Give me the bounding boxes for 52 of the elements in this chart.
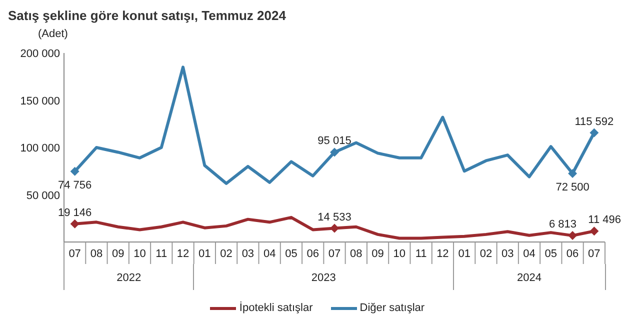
x-tick-label: 03 bbox=[501, 248, 514, 260]
x-tick-label: 03 bbox=[242, 248, 254, 260]
y-tick-label: 150 000 bbox=[20, 95, 60, 108]
x-tick-label: 05 bbox=[544, 248, 558, 260]
data-label: 14 533 bbox=[318, 211, 352, 224]
y-tick-label: 200 000 bbox=[20, 48, 60, 60]
x-tick-label: 06 bbox=[306, 248, 319, 260]
x-tick-label: 11 bbox=[156, 248, 168, 260]
x-tick-label: 07 bbox=[588, 248, 600, 260]
point bbox=[70, 166, 80, 176]
x-tick-label: 04 bbox=[523, 248, 536, 260]
point bbox=[568, 231, 578, 240]
text: 2022 bbox=[116, 272, 142, 284]
x-tick-label: 07 bbox=[328, 248, 341, 260]
legend-label: İpotekli satışlar bbox=[239, 302, 313, 314]
x-tick-label: 01 bbox=[458, 248, 470, 260]
data-label: 115 592 bbox=[574, 116, 614, 128]
point bbox=[568, 168, 578, 178]
y-axis-title: (Adet) bbox=[38, 28, 68, 40]
x-tick-label: 08 bbox=[350, 248, 362, 260]
point bbox=[590, 128, 599, 138]
x-tick-label: 10 bbox=[134, 248, 146, 260]
x-tick-label: 01 bbox=[198, 248, 211, 260]
data-label: 74 756 bbox=[58, 179, 92, 192]
legend-label: Diğer satışlar bbox=[360, 302, 425, 314]
x-tick-label: 05 bbox=[285, 248, 298, 260]
data-label: 19 146 bbox=[58, 206, 92, 219]
chart-title: Satış şekline göre konut satışı, Temmuz 2024 bbox=[8, 8, 286, 23]
x-tick-label: 09 bbox=[372, 248, 384, 260]
data-label: 6 813 bbox=[549, 218, 577, 231]
x-tick-label: 07 bbox=[68, 248, 81, 260]
point bbox=[330, 148, 339, 157]
x-tick-label: 06 bbox=[566, 248, 579, 260]
x-tick-label: 11 bbox=[415, 248, 427, 260]
point bbox=[590, 226, 599, 236]
data-label: 11 496 bbox=[588, 214, 622, 226]
point bbox=[330, 224, 339, 233]
x-tick-label: 09 bbox=[112, 248, 124, 260]
y-tick-label: 50 000 bbox=[26, 190, 60, 202]
x-tick-label: 10 bbox=[393, 248, 406, 260]
x-tick-label: 04 bbox=[263, 248, 276, 260]
data-label: 95 015 bbox=[318, 135, 352, 148]
x-tick-label: 08 bbox=[90, 248, 103, 260]
x-tick-label: 12 bbox=[436, 248, 449, 260]
text: 2024 bbox=[516, 272, 542, 284]
data-label: 72 500 bbox=[556, 181, 590, 194]
x-tick-label: 02 bbox=[220, 248, 232, 260]
y-tick-label: 100 000 bbox=[20, 142, 60, 154]
x-tick-label: 02 bbox=[480, 248, 492, 260]
text: 2023 bbox=[310, 272, 337, 284]
x-tick-label: 12 bbox=[176, 248, 190, 260]
point bbox=[70, 219, 80, 228]
